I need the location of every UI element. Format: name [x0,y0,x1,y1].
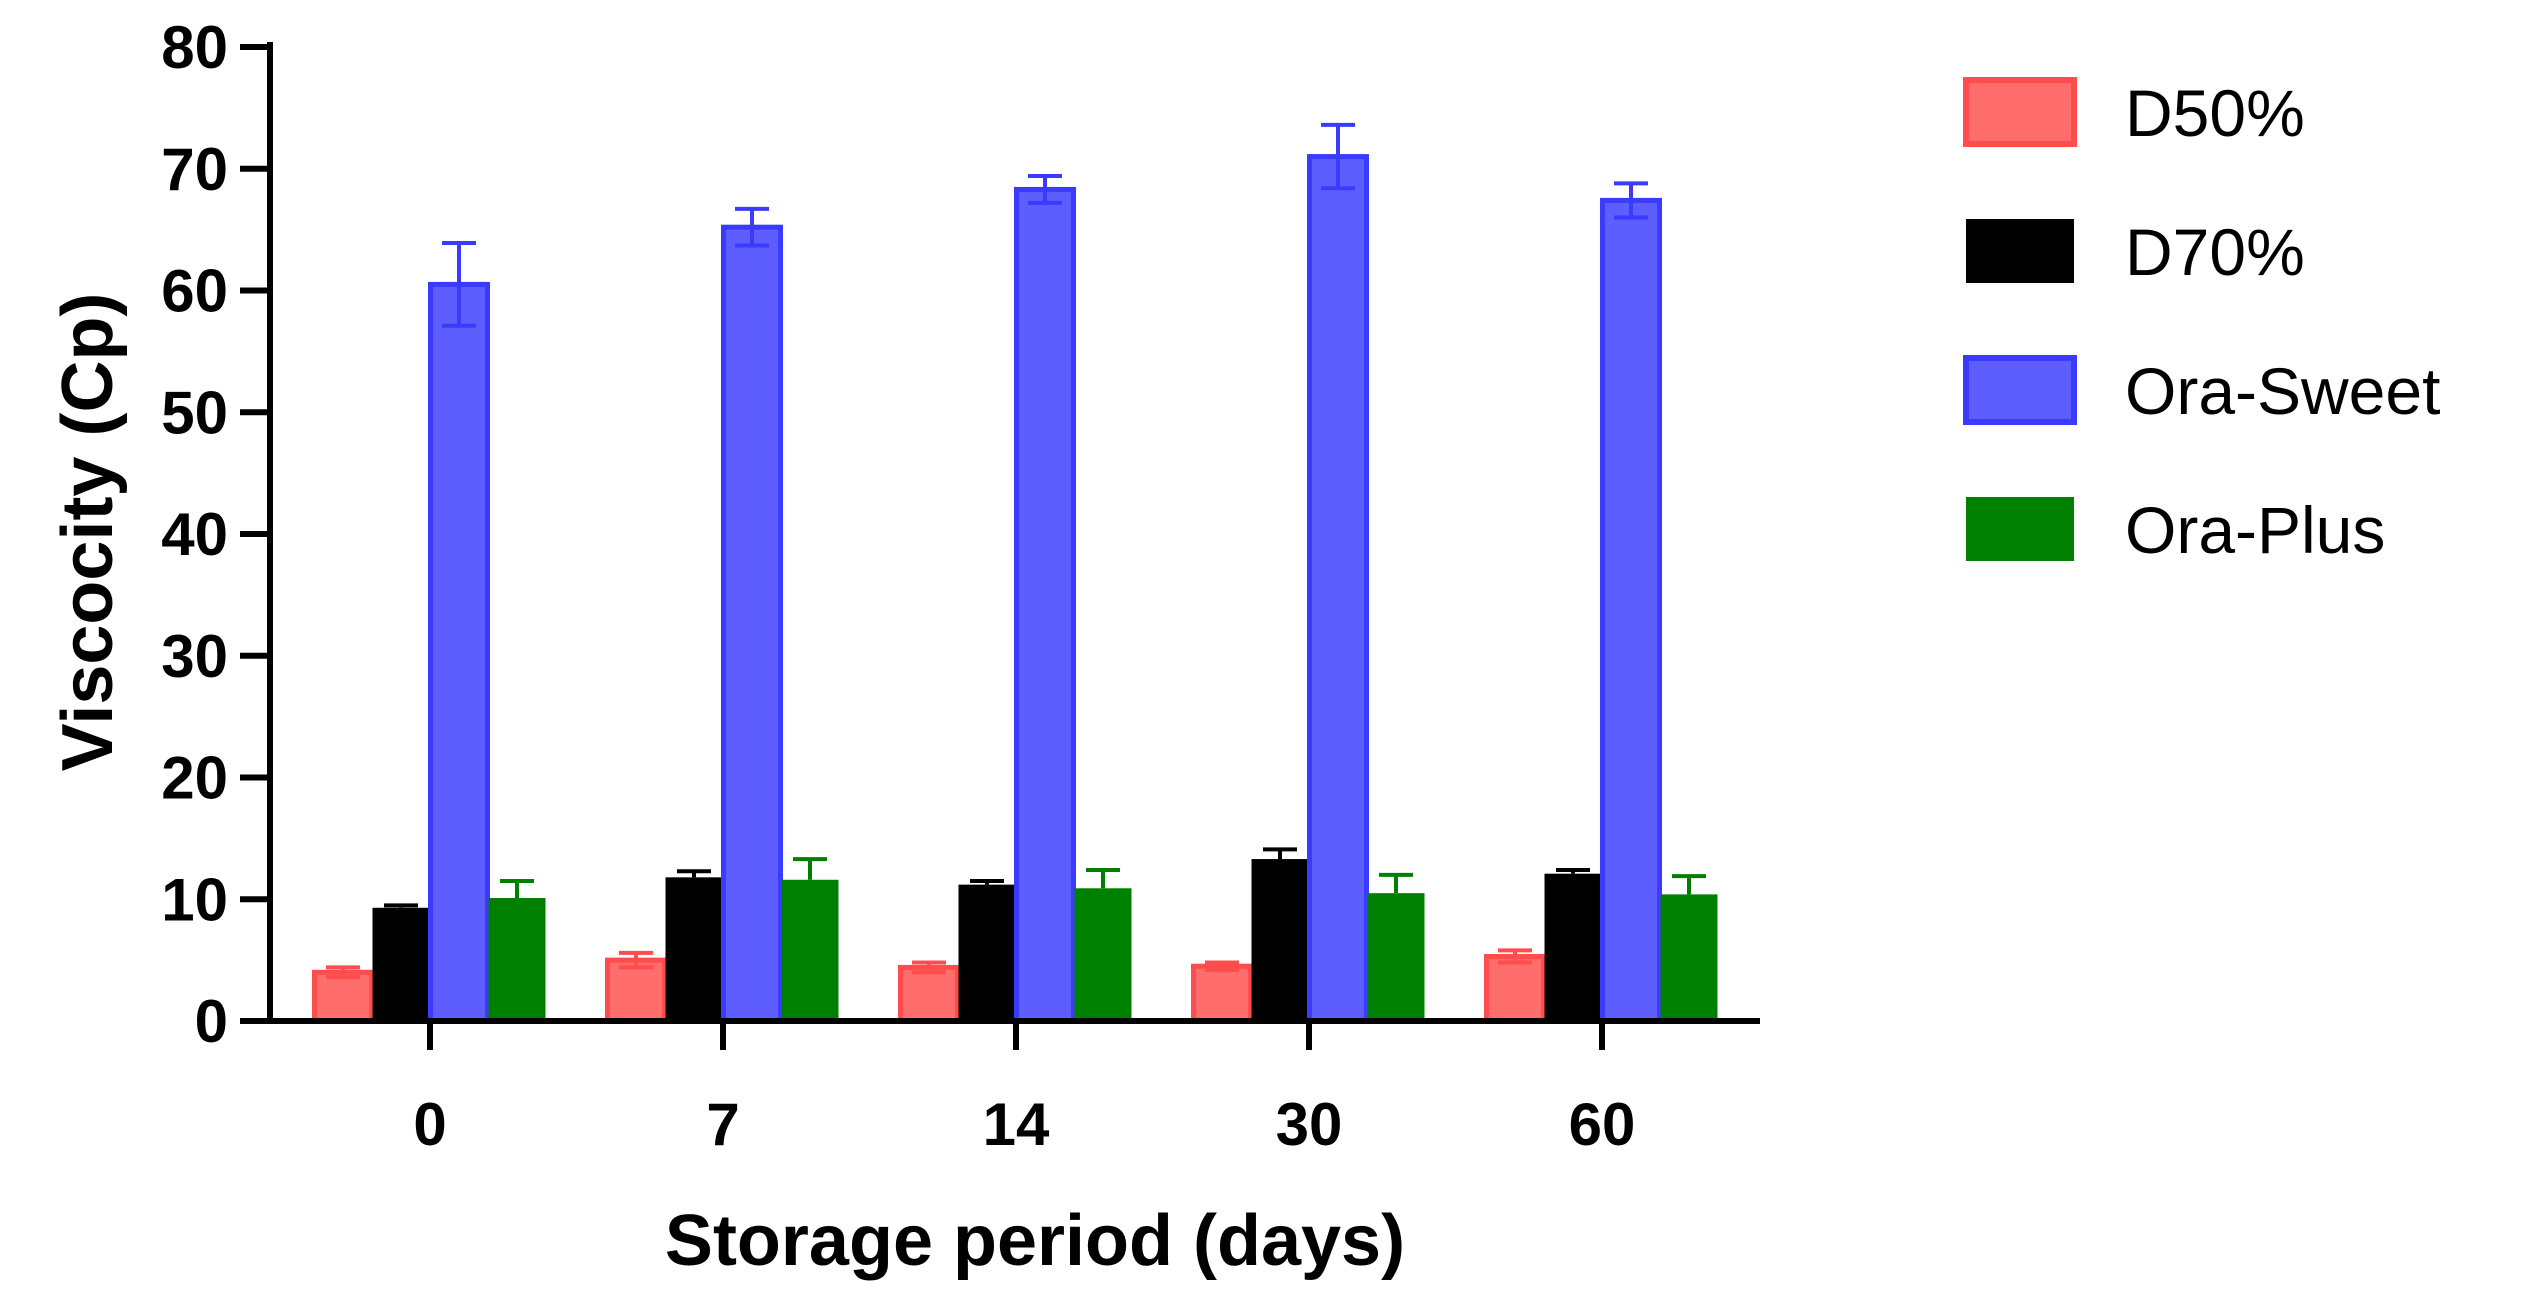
bar-d70-day-14 [958,884,1016,1021]
y-tick-label: 60 [161,258,228,325]
legend-label-d70: D70% [2125,215,2305,289]
bar-d70-day-7 [665,877,723,1021]
y-tick-label: 20 [161,745,228,812]
legend-swatch-ora-sweet [1963,355,2077,425]
y-tick-label: 10 [161,866,228,933]
x-ticks-layer: 0 7 14 30 60 [413,1021,1635,1158]
x-tick-label: 14 [983,1091,1050,1158]
legend-label-d50: D50% [2125,76,2305,150]
bar-ora-sweet-day-30 [1307,154,1369,1024]
y-tick-label: 50 [161,379,228,446]
bar-ora-plus-day-7 [781,879,839,1021]
x-axis-title: Storage period (days) [665,1201,1405,1281]
x-tick-label: 0 [413,1091,446,1158]
bar-ora-sweet-day-14 [1014,186,1076,1024]
bar-d50-day-30 [1191,963,1253,1024]
legend-label-ora-sweet: Ora-Sweet [2125,354,2440,428]
bar-ora-sweet-day-60 [1600,197,1662,1024]
legend-label-ora-plus: Ora-Plus [2125,493,2385,567]
bar-d50-day-60 [1484,953,1546,1024]
y-tick-label: 0 [195,988,228,1055]
error-bars-layer [326,122,1706,980]
bar-d50-day-14 [898,964,960,1024]
bar-ora-sweet-day-7 [721,224,783,1024]
bar-d70-day-0 [372,907,430,1021]
bar-ora-plus-day-14 [1074,888,1132,1021]
bars-layer [312,154,1718,1024]
bar-d70-day-30 [1251,859,1309,1021]
legend-swatch-ora-plus [1966,497,2074,561]
bar-ora-plus-day-0 [488,898,546,1021]
bar-ora-plus-day-30 [1367,893,1425,1021]
bar-d70-day-60 [1544,873,1602,1021]
x-tick-label: 7 [706,1091,739,1158]
y-tick-label: 30 [161,623,228,690]
y-axis-title: Viscocity (Cp) [48,293,128,772]
legend: D50% D70% Ora-Sweet Ora-Plus [1963,76,2440,567]
y-tick-label: 70 [161,136,228,203]
bar-ora-sweet-day-0 [428,281,490,1024]
x-tick-label: 60 [1569,1091,1636,1158]
x-tick-label: 30 [1276,1091,1343,1158]
y-tick-label: 40 [161,501,228,568]
bar-d50-day-0 [312,969,374,1024]
legend-swatch-d50 [1963,77,2077,147]
bar-ora-plus-day-60 [1660,894,1718,1021]
legend-swatch-d70 [1966,219,2074,283]
y-tick-label: 80 [161,14,228,81]
y-ticks-layer: 0 10 20 30 40 50 60 70 80 [161,14,270,1055]
